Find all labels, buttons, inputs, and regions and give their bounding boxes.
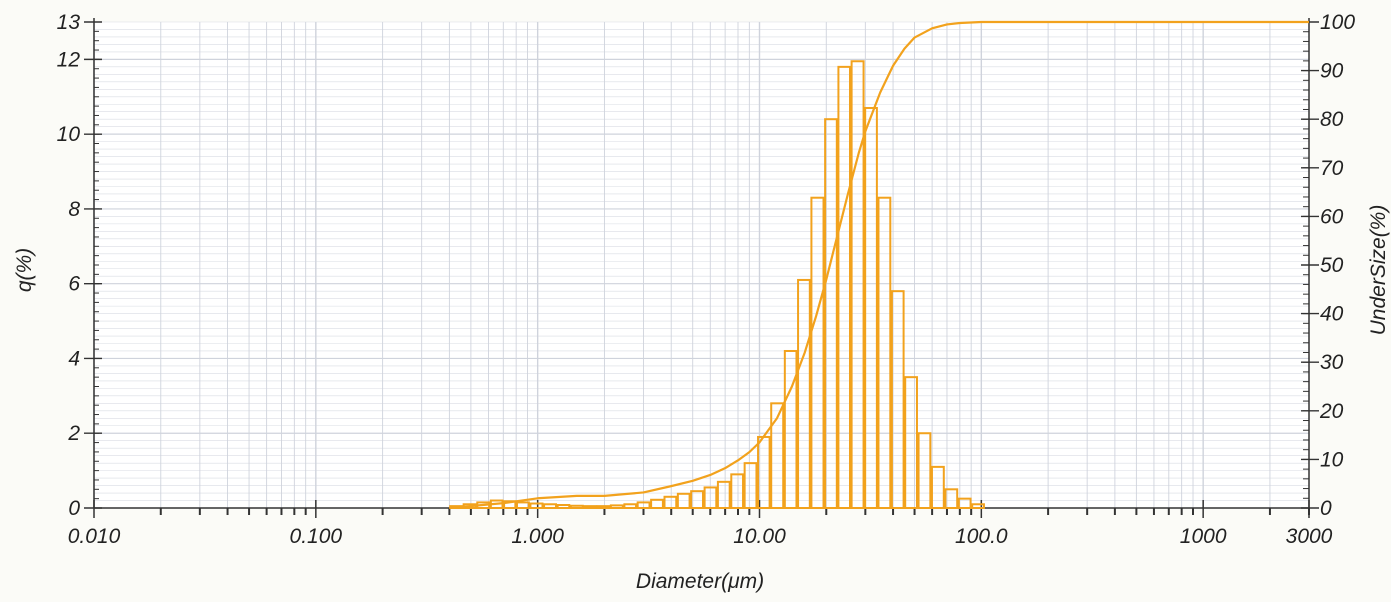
histogram-bar [609, 504, 624, 510]
histogram-bar [569, 504, 584, 510]
cumulative-curve [449, 20, 1309, 510]
x-tick-label: 1000 [1180, 525, 1227, 548]
y-right-tick-label: 40 [1320, 303, 1344, 326]
y-right-tick-label: 60 [1320, 205, 1344, 228]
histogram-bar [623, 503, 638, 509]
y-axis-left-title: q(%) [13, 248, 36, 292]
histogram-bar [904, 376, 918, 509]
histogram-bar [690, 490, 705, 509]
y-left-tick-label: 10 [57, 123, 81, 146]
cumulative-undersize-line [449, 20, 1309, 510]
y-left-tick-label: 13 [57, 11, 81, 34]
histogram-bar [917, 432, 932, 510]
x-tick-label: 0.010 [68, 525, 121, 548]
histogram-bar [543, 503, 558, 509]
histogram-bar [797, 278, 811, 510]
x-tick-label: 100.0 [955, 525, 1008, 548]
histogram-bar [703, 486, 718, 510]
histogram-bar [783, 349, 798, 509]
histogram-bar [944, 488, 959, 509]
histogram-bar [864, 106, 878, 509]
x-tick-label: 0.100 [290, 525, 343, 548]
y-left-tick-label: 0 [68, 497, 80, 520]
histogram-bar [770, 402, 785, 510]
y-right-tick-label: 70 [1320, 157, 1344, 180]
x-tick-label: 10.00 [733, 525, 786, 548]
histogram-bar [890, 290, 905, 509]
histogram-bar [515, 501, 530, 509]
x-axis-title: Diameter(μm) [636, 570, 764, 593]
x-tick-label: 1.000 [511, 525, 564, 548]
tick-labels: 0 2 4 6 8 10 12 13 0 10 20 30 40 50 60 70 80 90 100 0.010 0.… [57, 11, 1356, 548]
histogram-bar [837, 65, 852, 509]
histogram-bar [583, 505, 598, 509]
histogram-bar [877, 196, 892, 509]
y-right-tick-label: 30 [1320, 351, 1344, 374]
histogram-bar [650, 498, 664, 510]
histogram-bar [596, 505, 611, 509]
histogram-bar [716, 480, 731, 510]
histogram-bar [824, 118, 838, 509]
y-left-tick-label: 4 [68, 347, 80, 370]
y-left-tick-label: 8 [68, 198, 80, 221]
histogram-bar [850, 60, 865, 509]
y-left-tick-label: 12 [57, 48, 81, 71]
histogram-bar [556, 504, 571, 509]
histogram-bar [930, 465, 945, 509]
y-right-tick-label: 0 [1320, 497, 1332, 520]
histogram-bar [730, 473, 745, 510]
y-left-tick-label: 2 [67, 422, 80, 445]
histogram-bar [743, 462, 758, 509]
y-right-tick-label: 50 [1320, 254, 1344, 277]
y-right-tick-label: 80 [1320, 108, 1344, 131]
histogram-bar [636, 501, 651, 509]
histogram-bar [529, 502, 544, 510]
y-right-tick-label: 90 [1320, 60, 1344, 83]
histogram-bar [971, 503, 985, 509]
plot-area [94, 22, 1309, 508]
y-right-tick-label: 20 [1319, 400, 1344, 423]
y-right-tick-label: 100 [1320, 11, 1355, 34]
histogram-bar [676, 492, 691, 510]
grid [93, 21, 1310, 508]
histogram-bar [663, 495, 678, 509]
y-axis-right-title: UnderSize(%) [1367, 205, 1390, 336]
histogram-bar [810, 196, 825, 509]
histogram-bar [957, 497, 972, 509]
histogram-bars [449, 60, 985, 510]
axes [84, 18, 1319, 518]
y-left-tick-label: 6 [68, 273, 80, 296]
x-tick-label: 3000 [1286, 525, 1333, 548]
y-right-tick-label: 10 [1320, 448, 1344, 471]
